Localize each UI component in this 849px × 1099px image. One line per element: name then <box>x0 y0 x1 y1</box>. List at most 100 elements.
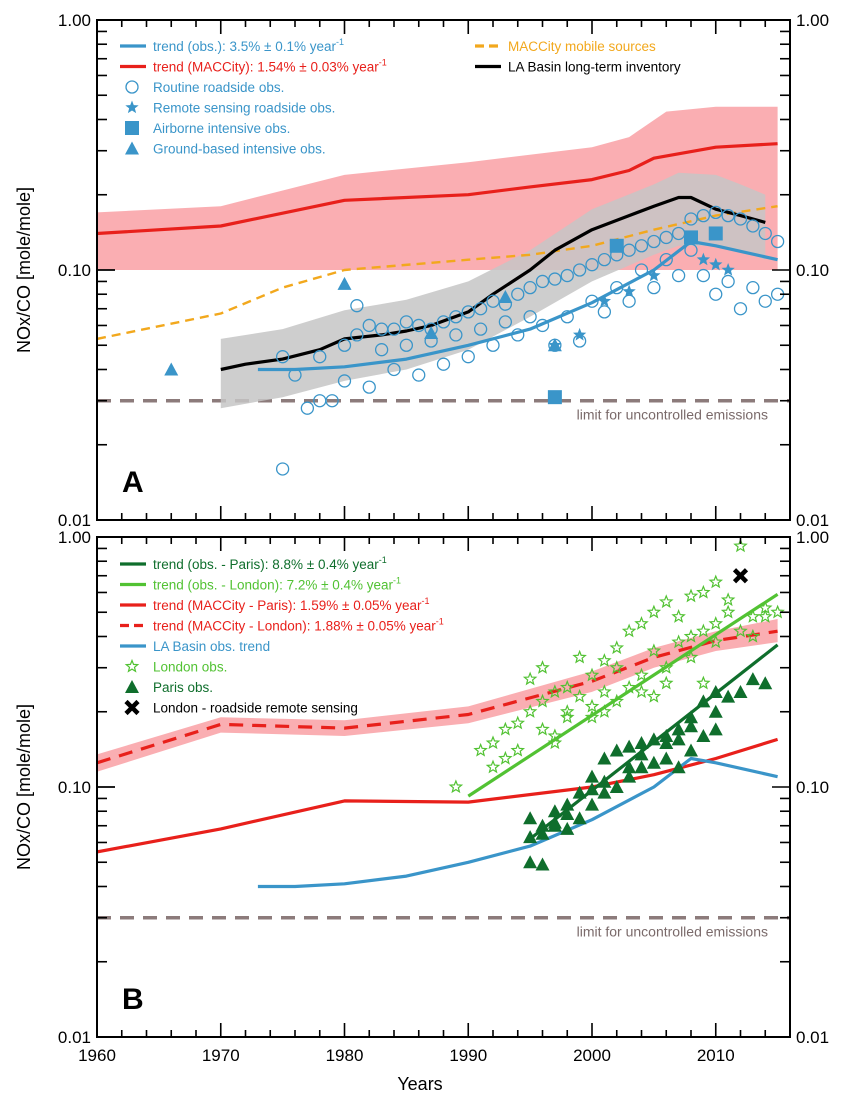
legend-entry: Remote sensing roadside obs. <box>125 100 335 116</box>
legend-label: trend (MACCity - Paris): 1.59% ± 0.05% y… <box>153 596 430 613</box>
plot-area <box>97 106 790 476</box>
london-obs-point <box>621 679 637 694</box>
legend-label: trend (obs. - Paris): 8.8% ± 0.4% year-1 <box>153 555 387 572</box>
limit-label: limit for uncontrolled emissions <box>577 407 768 423</box>
y-tick-label-left: 1.00 <box>58 11 91 30</box>
routine-roadside-obs-point <box>758 226 772 241</box>
london-obs-point <box>485 759 501 774</box>
remote-sensing-roadside-obs-point <box>647 268 661 282</box>
x-tick-label: 2010 <box>697 1046 735 1065</box>
routine-roadside-obs-point <box>560 310 574 324</box>
paris-obs-point <box>572 811 587 825</box>
routine-roadside-obs-point <box>634 263 649 277</box>
routine-roadside-obs-point <box>610 280 624 295</box>
y-axis-title: NOx/CO [mole/mole] <box>14 704 34 870</box>
y-tick-label-right: 0.01 <box>796 511 829 530</box>
london-obs-point <box>696 584 711 599</box>
remote-sensing-roadside-obs-point <box>572 327 587 341</box>
routine-roadside-obs-point <box>511 287 525 301</box>
london-obs-point <box>510 742 526 757</box>
routine-roadside-obs-point <box>535 274 550 289</box>
paris-obs-point <box>622 760 637 774</box>
paris-obs-point <box>523 855 538 869</box>
routine-roadside-obs-point <box>572 263 587 277</box>
london-obs-point <box>720 592 736 607</box>
routine-roadside-obs-point <box>412 318 426 333</box>
legend-label: Airborne intensive obs. <box>153 121 290 136</box>
routine-roadside-obs-point <box>436 357 451 371</box>
paris-obs-point <box>622 739 637 753</box>
legend-superscript: -1 <box>379 555 387 565</box>
london-obs-point <box>757 609 773 623</box>
legend-marker <box>125 80 139 94</box>
london-obs-point <box>634 616 649 630</box>
routine-roadside-obs-point <box>399 315 414 329</box>
routine-roadside-obs-point <box>350 328 364 342</box>
legend-entry: London obs. <box>124 658 227 675</box>
routine-roadside-obs-point <box>647 234 661 249</box>
paris-obs-point <box>659 728 674 742</box>
routine-roadside-obs-point <box>486 294 500 308</box>
legend-entry: Paris obs. <box>125 680 213 695</box>
london-obs-point <box>584 698 600 713</box>
paris-obs-point <box>671 760 686 774</box>
london-obs-point <box>547 735 563 750</box>
ground-based-intensive-obs-point <box>498 289 513 303</box>
london-obs-point <box>572 649 587 664</box>
y-tick-label-left: 1.00 <box>58 528 91 547</box>
legend-entry: trend (obs. - London): 7.2% ± 0.4% year-… <box>120 576 401 593</box>
legend-entry: trend (MACCity): 1.54% ± 0.03% year-1 <box>120 58 387 75</box>
paris-obs-point <box>659 751 674 765</box>
trend-obs-line <box>257 239 778 372</box>
paris-obs-point <box>609 743 624 757</box>
y-tick-label-right: 1.00 <box>796 11 829 30</box>
paris-obs-point <box>659 735 674 749</box>
legend-marker <box>125 100 139 114</box>
legend-entry: Ground-based intensive obs. <box>125 141 326 157</box>
x-axis-title: Years <box>397 1074 442 1094</box>
routine-roadside-obs-point <box>449 328 463 342</box>
trend-obs-london-line <box>467 592 779 798</box>
x-tick-label: 1970 <box>202 1046 240 1065</box>
x-tick-label: 1980 <box>326 1046 364 1065</box>
paris-obs-point <box>585 797 599 811</box>
london-obs-point <box>559 704 575 718</box>
routine-roadside-obs-point <box>585 258 599 272</box>
routine-roadside-obs-point <box>436 315 451 329</box>
routine-roadside-obs-point <box>721 274 735 289</box>
y-tick-label-right: 0.10 <box>796 778 829 797</box>
maccity-mobile-sources-line <box>97 205 778 341</box>
london-obs-point <box>696 623 711 638</box>
paris-obs-point <box>597 751 612 765</box>
routine-roadside-obs-point <box>709 205 723 220</box>
remote-sensing-roadside-obs-point <box>721 263 735 276</box>
legend-entry: trend (MACCity - Paris): 1.59% ± 0.05% y… <box>120 596 430 613</box>
paris-obs-point <box>634 735 649 749</box>
routine-roadside-obs-point <box>746 219 760 233</box>
london-obs-point <box>448 779 464 794</box>
remote-sensing-roadside-obs-point <box>696 252 711 266</box>
y-tick-label-right: 1.00 <box>796 528 829 547</box>
paris-obs-point <box>585 782 599 796</box>
paris-obs-point <box>560 797 575 811</box>
legend-label: trend (obs.): 3.5% ± 0.1% year-1 <box>153 37 344 54</box>
routine-roadside-obs-point <box>770 234 785 249</box>
routine-roadside-obs-point <box>461 350 475 364</box>
routine-roadside-obs-point <box>659 253 673 267</box>
london-obs-point <box>522 671 538 686</box>
routine-roadside-obs-point <box>511 328 525 342</box>
legend-entry: Routine roadside obs. <box>125 80 284 95</box>
london-obs-point <box>708 634 724 649</box>
remote-sensing-roadside-obs-point <box>709 257 723 271</box>
legend-entry: London - roadside remote sensing <box>124 699 358 716</box>
legend-superscript: -1 <box>336 37 344 47</box>
london-obs-point <box>584 709 600 724</box>
london-obs-point <box>646 688 662 703</box>
routine-roadside-obs-point <box>288 368 302 382</box>
paris-obs-point <box>634 760 649 774</box>
london-obs-point <box>597 684 612 699</box>
x-mark-strokes <box>124 699 140 716</box>
paris-obs-point <box>547 804 562 818</box>
routine-roadside-obs-point <box>399 338 414 352</box>
